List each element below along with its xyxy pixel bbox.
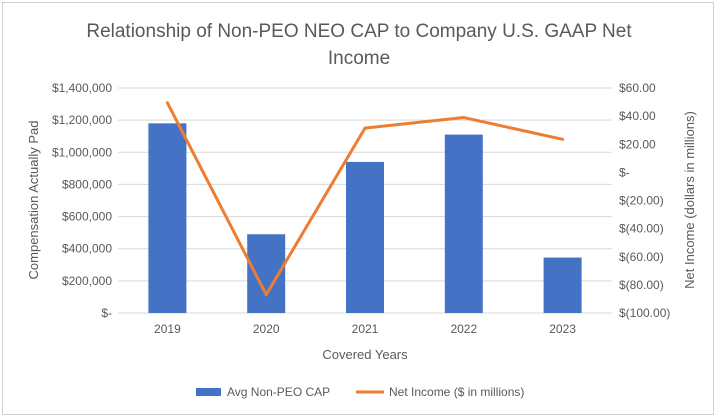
y2-tick-label: $40.00	[619, 109, 656, 123]
bar-2022	[444, 134, 483, 313]
y2-tick-label: $(80.00)	[619, 278, 664, 292]
chart-title-line-1: Relationship of Non-PEO NEO CAP to Compa…	[86, 21, 632, 42]
legend-label-bar: Avg Non-PEO CAP	[227, 385, 330, 399]
x-tick-label: 2021	[352, 322, 379, 336]
y2-tick-label: $(60.00)	[619, 250, 664, 264]
x-axis-ticks: 2019 2020 2021 2022 2023	[154, 322, 576, 336]
line-point-2019	[165, 101, 169, 105]
y2-axis-label: Net Income (dollars in millions)	[682, 111, 697, 289]
y2-tick-label: $(40.00)	[619, 222, 664, 236]
line-series	[165, 101, 565, 297]
x-tick-label: 2019	[154, 322, 181, 336]
line-point-2020	[264, 293, 268, 297]
y-tick-label: $600,000	[62, 210, 112, 224]
y-tick-label: $800,000	[62, 177, 112, 191]
y-tick-label: $1,000,000	[52, 145, 112, 159]
bar-2019	[148, 123, 187, 313]
y-tick-label: $1,400,000	[52, 81, 112, 95]
y2-tick-label: $(20.00)	[619, 194, 664, 208]
left-axis-ticks: $- $200,000 $400,000 $600,000 $800,000 $1,000…	[52, 81, 112, 320]
line-point-2023	[561, 137, 565, 141]
legend: Avg Non-PEO CAP Net Income ($ in million…	[196, 385, 524, 399]
y-tick-label: $400,000	[62, 242, 112, 256]
y-axis-label: Compensation Actually Pad	[26, 121, 41, 280]
x-tick-label: 2022	[450, 322, 477, 336]
y-tick-label: $-	[101, 306, 112, 320]
y2-tick-label: $(100.00)	[619, 306, 670, 320]
line-point-2021	[363, 126, 367, 130]
y2-tick-label: $20.00	[619, 137, 656, 151]
x-axis-label: Covered Years	[322, 347, 408, 362]
y2-tick-label: $60.00	[619, 81, 656, 95]
bar-2023	[543, 257, 582, 313]
bar-series	[148, 123, 582, 313]
y-tick-label: $200,000	[62, 274, 112, 288]
legend-label-line: Net Income ($ in millions)	[389, 385, 524, 399]
x-tick-label: 2020	[253, 322, 280, 336]
line-point-2022	[462, 116, 466, 120]
right-axis-ticks: $(100.00) $(80.00) $(60.00) $(40.00) $(20.00…	[619, 81, 670, 320]
y-tick-label: $1,200,000	[52, 113, 112, 127]
chart-title-line-2: Income	[327, 48, 391, 69]
chart-title: Relationship of Non-PEO NEO CAP to Compa…	[0, 18, 718, 72]
legend-swatch-bar	[196, 388, 221, 396]
x-tick-label: 2023	[549, 322, 576, 336]
y2-tick-label: $-	[619, 165, 630, 179]
bar-2021	[346, 161, 384, 313]
